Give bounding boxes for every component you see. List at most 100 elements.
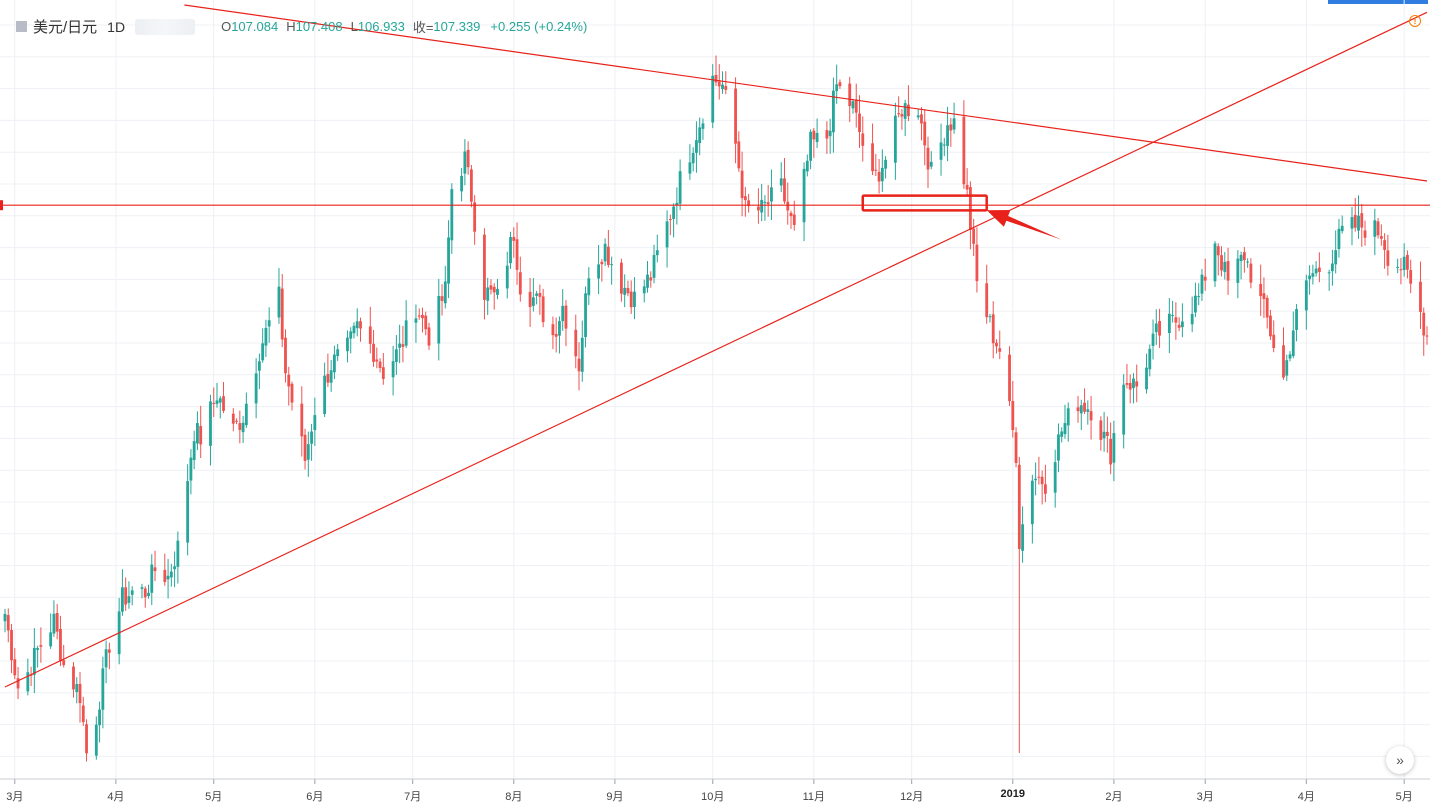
candle-body [163,569,167,583]
candle-body [196,423,199,444]
candle-body [427,327,431,346]
candle-body [186,481,190,543]
blurred-region [135,18,196,35]
candle-body [1099,420,1103,440]
candle-body [1109,438,1113,465]
candle-body [1203,276,1207,281]
interval-label[interactable]: 1D [107,18,126,35]
candle-body [437,296,441,344]
candle-body [1357,215,1360,231]
candle-body [600,261,604,265]
candle-body [802,168,806,223]
candle-body [62,660,66,666]
candle-body [626,287,630,294]
candle-body [968,187,972,230]
candle-body [678,171,682,204]
candle-body [747,200,751,207]
candle-body [1291,330,1295,357]
high-value: 107.408 [295,19,343,34]
candle-body [287,374,291,387]
candle-body [359,321,362,329]
candle-body [1350,217,1354,229]
candle-body [1425,335,1429,337]
candle-body [424,315,428,330]
candle-body [75,684,79,692]
candle-body [871,143,874,172]
high-label: H [286,19,296,34]
candle-body [326,374,330,383]
x-tick-label: 4月 [1297,791,1315,803]
candle-body [512,236,516,241]
candle-body [805,160,809,172]
candle-body [642,286,646,294]
candle-body [1167,313,1171,334]
candle-body [352,325,356,334]
candle-body [1317,267,1321,272]
x-tick-label: 8月 [505,791,523,803]
candle-body [147,592,150,596]
x-tick-label: 5月 [205,791,223,803]
candle-body [1128,383,1132,390]
x-tick-label: 9月 [606,791,624,803]
candle-body [466,149,470,168]
candle-body [303,434,307,461]
candle-body [173,566,177,570]
candle-body [10,630,13,661]
candle-body [721,84,724,90]
candle-body [1373,220,1377,237]
candle-body [1086,409,1090,412]
candle-body [766,202,770,205]
candle-body [1122,384,1126,435]
candle-body [98,709,101,726]
candle-body [215,400,219,404]
candle-body [440,296,444,301]
candle-body [577,358,581,372]
low-label: L [350,19,358,34]
candle-body [1057,434,1060,461]
candle-body [518,272,522,295]
alert-circle-icon[interactable]: ! [1409,15,1421,27]
candle-body [59,628,62,662]
candle-body [313,415,317,431]
candle-body [880,167,884,182]
candle-body [907,104,910,117]
candle-body [414,318,418,323]
candle-body [254,373,258,404]
candle-body [1158,321,1161,336]
candle-body [946,125,949,146]
ascending-support [4,11,1428,688]
candle-body [779,178,783,186]
candle-body [264,327,268,346]
candle-body [349,331,353,339]
symbol-square-icon [16,21,27,32]
double-chevron-right-icon: » [1396,752,1404,768]
candle-body [897,113,901,115]
candle-body [698,127,702,144]
candle-body [874,169,878,171]
x-tick-label: 2019 [1000,788,1026,800]
candle-body [972,228,976,244]
candle-body [714,74,718,83]
candle-body [991,314,995,344]
candle-body [1008,354,1011,402]
candle-body [1262,293,1266,300]
candle-body [926,147,930,170]
candle-body [1076,407,1080,412]
candle-body [1154,323,1158,333]
candle-body [893,115,897,163]
candle-body [1053,462,1057,493]
candle-body [538,293,542,297]
candle-body [655,250,659,256]
symbol-name[interactable]: 美元/日元 [33,19,98,36]
candle-body [620,262,623,294]
scroll-to-realtime-button[interactable]: » [1386,746,1414,774]
candle-body [1311,273,1315,277]
candle-body [535,293,539,296]
candle-body [267,320,271,327]
candle-body [238,423,242,430]
candle-body [528,291,532,307]
drawings[interactable] [0,4,1430,688]
candle-body [1242,252,1246,261]
open-label: O [221,19,232,34]
